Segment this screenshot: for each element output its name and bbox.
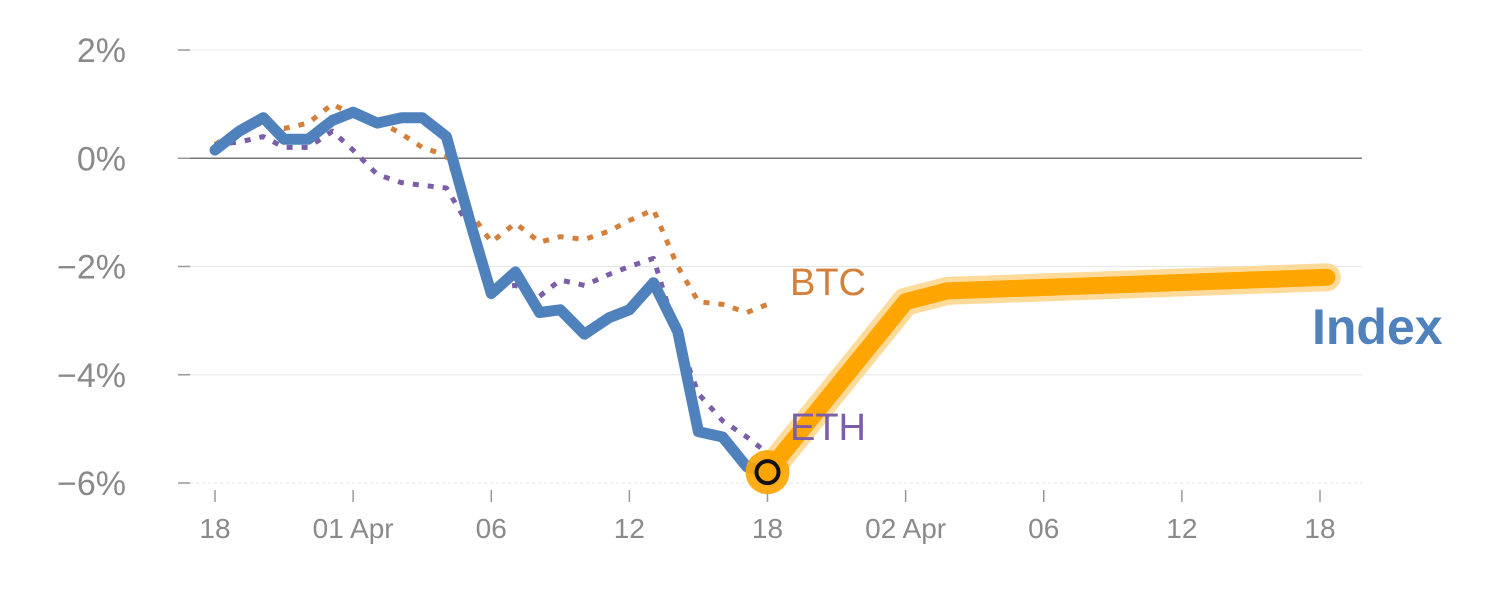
- x-axis: 18 01 Apr 06 12 18 02 Apr 06 12 18: [199, 490, 1336, 544]
- x-tick-label: 18: [199, 513, 230, 544]
- y-tick-label: −6%: [57, 465, 126, 503]
- current-point-marker: [745, 450, 790, 495]
- x-tick-label: 06: [476, 513, 507, 544]
- x-tick-label: 12: [614, 513, 645, 544]
- eth-series-label: ETH: [790, 407, 866, 449]
- index-series-label: Index: [1312, 299, 1443, 355]
- index-line: [209, 106, 773, 478]
- grid-lines: [178, 49, 1362, 484]
- x-tick-label: 12: [1166, 513, 1197, 544]
- y-tick-label: −2%: [57, 249, 126, 287]
- projection-line: [759, 268, 1336, 481]
- y-tick-label: −4%: [57, 357, 126, 395]
- x-tick-label: 01 Apr: [313, 513, 394, 544]
- marker-dot: [754, 459, 781, 486]
- series-lines: [209, 101, 1341, 487]
- btc-series-label: BTC: [790, 262, 866, 304]
- x-tick-label: 18: [752, 513, 783, 544]
- y-axis: 2% 0% −2% −4% −6%: [57, 32, 190, 503]
- x-tick-label: 18: [1304, 513, 1335, 544]
- x-tick-label: 02 Apr: [865, 513, 946, 544]
- y-tick-label: 2%: [77, 32, 126, 70]
- y-tick-label: 0%: [77, 140, 126, 178]
- x-tick-label: 06: [1028, 513, 1059, 544]
